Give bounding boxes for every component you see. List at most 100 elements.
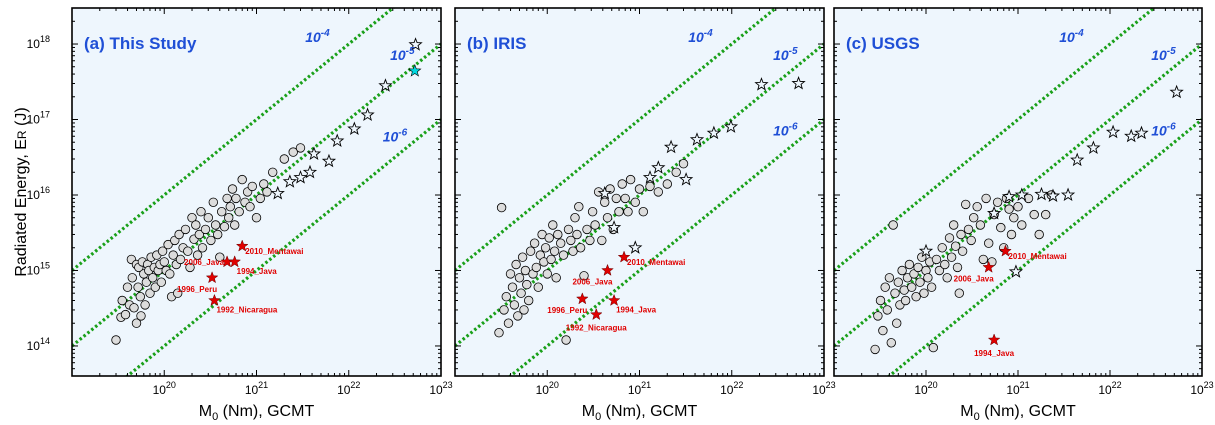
event-label: 1996_Peru xyxy=(177,285,217,294)
data-point-circle xyxy=(540,243,551,253)
data-point-circle xyxy=(620,193,630,204)
event-label: 1992_Nicaragua xyxy=(216,306,277,315)
event-star xyxy=(208,293,221,306)
data-point-circle xyxy=(222,193,232,204)
data-point-circle xyxy=(206,235,216,246)
data-point-circle xyxy=(175,254,186,265)
x-tick-label: 1021 xyxy=(245,380,268,397)
data-point-star xyxy=(1008,264,1024,278)
data-point-star xyxy=(1034,186,1049,201)
data-point-star xyxy=(628,240,643,254)
data-point-circle xyxy=(1040,209,1051,220)
data-point-circle xyxy=(135,292,146,302)
data-point-star xyxy=(330,133,345,148)
x-axis-label: M0 (Nm), GCMT xyxy=(199,403,315,423)
panel-1: 2010_Mentawai 2006_Java 1994_Java 1996_Peru… xyxy=(27,7,453,423)
data-point-circle xyxy=(587,206,598,217)
data-point-circle xyxy=(172,288,183,298)
data-point-circle xyxy=(919,288,929,298)
x-tick-label: 1022 xyxy=(720,380,743,397)
data-point-circle xyxy=(131,318,142,328)
data-point-circle xyxy=(185,262,195,273)
data-point-circle xyxy=(200,224,211,235)
data-point-circle xyxy=(940,259,950,270)
data-point-circle xyxy=(579,271,589,281)
data-point-circle xyxy=(575,243,586,253)
data-point-circle xyxy=(1009,212,1019,223)
y-tick-label: 1014 xyxy=(27,336,50,353)
data-point-star xyxy=(678,172,694,186)
x-tick-label: 1020 xyxy=(914,380,937,397)
data-point-circle xyxy=(600,197,610,208)
panel-title: (a) This Study xyxy=(84,34,197,53)
data-point-circle xyxy=(873,311,883,321)
data-point-circle xyxy=(522,279,532,290)
data-point-circle xyxy=(923,273,933,283)
data-point-circle xyxy=(553,229,563,240)
panel-title: (c) USGS xyxy=(846,34,920,53)
data-point-circle xyxy=(900,295,911,306)
data-point-circle xyxy=(245,201,255,212)
data-point-circle xyxy=(117,295,127,306)
data-point-star xyxy=(1134,125,1149,140)
data-point-circle xyxy=(268,167,278,178)
data-point-circle xyxy=(501,292,512,302)
data-point-circle xyxy=(558,250,569,260)
data-point-circle xyxy=(295,143,306,153)
event-label: 2006_Java xyxy=(572,277,613,286)
data-point-circle xyxy=(1006,229,1017,240)
data-point-circle xyxy=(194,229,205,240)
data-point-circle xyxy=(174,229,184,240)
event-star xyxy=(575,292,589,305)
y-axis-label: Radiated Energy, ER (J) xyxy=(13,107,30,276)
data-point-circle xyxy=(509,300,520,310)
data-point-circle xyxy=(516,288,526,298)
data-point-circle xyxy=(496,202,507,213)
ratio-line-1 xyxy=(834,8,1157,272)
data-point-circle xyxy=(966,235,976,246)
data-point-circle xyxy=(520,265,531,276)
data-point-circle xyxy=(505,269,516,279)
data-point-circle xyxy=(992,197,1003,208)
data-point-star xyxy=(270,185,285,200)
event-label: 2010_Mentawai xyxy=(1008,252,1066,261)
data-point-circle xyxy=(892,318,902,328)
data-point-circle xyxy=(1034,229,1044,240)
data-point-circle xyxy=(514,273,525,283)
data-point-circle xyxy=(251,212,262,223)
data-point-circle xyxy=(279,154,290,164)
data-point-star xyxy=(282,174,297,188)
data-point-circle xyxy=(638,206,649,217)
event-star xyxy=(205,271,219,284)
ratio-line-1 xyxy=(455,8,779,272)
data-point-circle xyxy=(129,303,139,313)
data-point-circle xyxy=(210,220,221,230)
data-point-circle xyxy=(981,193,991,204)
event-label: 2010_Mentawai xyxy=(245,247,303,256)
data-point-circle xyxy=(984,238,994,248)
ratio-line-3 xyxy=(125,118,441,376)
data-point-star xyxy=(918,243,934,258)
data-point-circle xyxy=(952,262,963,273)
data-point-circle xyxy=(163,239,173,250)
event-star xyxy=(999,244,1012,257)
data-point-star xyxy=(723,119,739,133)
data-point-star xyxy=(689,132,705,146)
x-tick-label: 1022 xyxy=(1098,380,1121,397)
data-point-circle xyxy=(234,206,244,217)
data-point-circle xyxy=(133,282,143,292)
plot-content xyxy=(72,8,441,376)
data-point-circle xyxy=(566,235,576,246)
data-point-star xyxy=(651,160,666,174)
data-point-circle xyxy=(602,212,613,223)
data-point-circle xyxy=(653,187,664,197)
data-point-circle xyxy=(590,220,600,230)
x-tick-label: 1022 xyxy=(337,380,360,397)
plot-content xyxy=(834,8,1202,376)
data-point-circle xyxy=(585,235,595,246)
data-point-circle xyxy=(617,179,627,189)
data-point-circle xyxy=(875,295,886,306)
data-point-circle xyxy=(187,212,197,223)
event-label: 1994_Java xyxy=(616,306,657,315)
